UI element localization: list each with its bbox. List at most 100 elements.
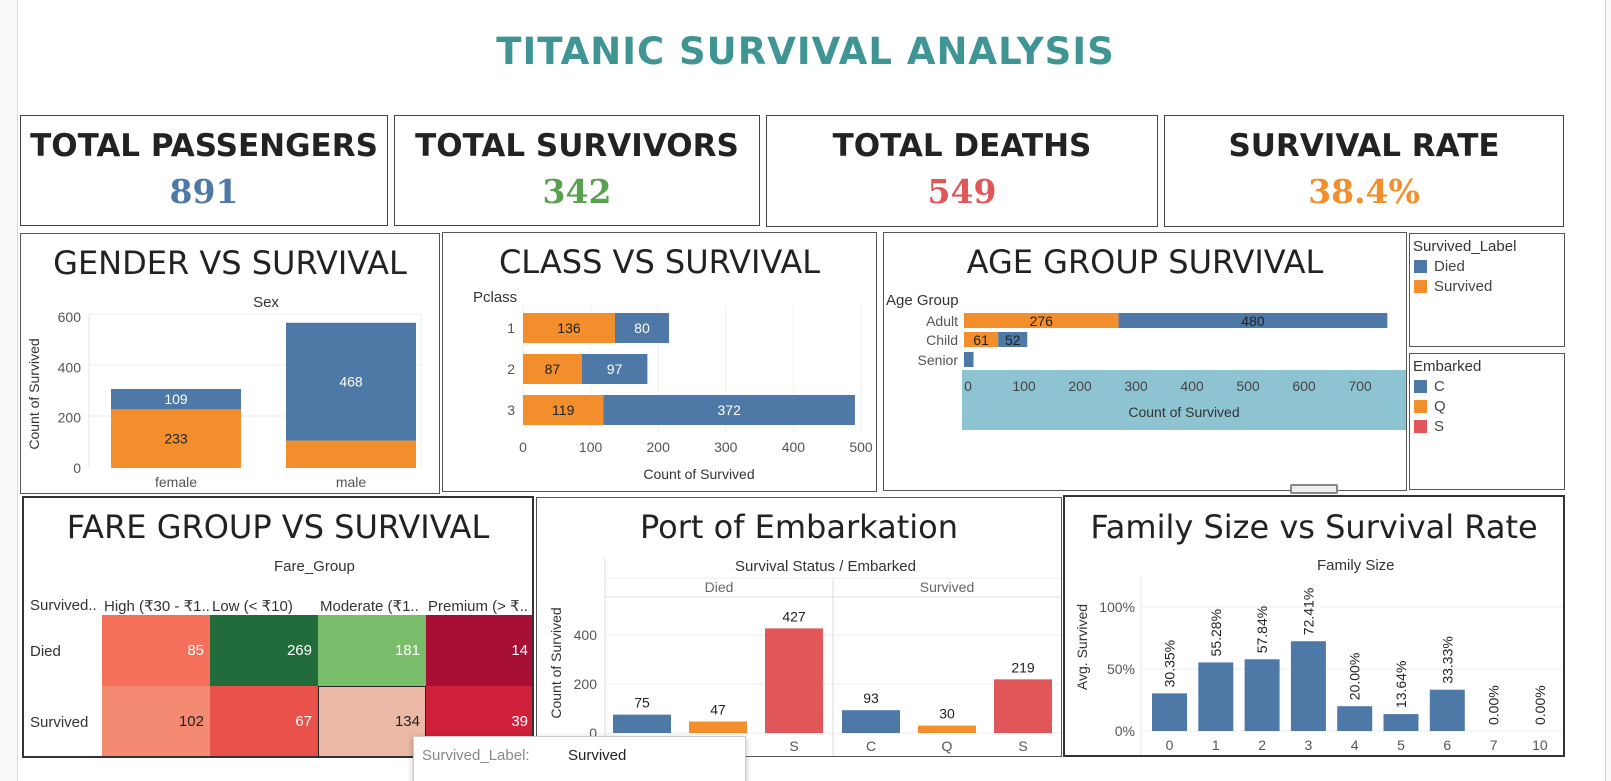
bar-died[interactable] [964, 352, 974, 367]
data-label: 427 [782, 608, 806, 624]
data-label: 75 [634, 695, 650, 711]
legend-title: Embarked [1413, 358, 1482, 375]
x-tick-label: S [1018, 738, 1027, 754]
data-label: 109 [164, 391, 188, 407]
legend-item-q[interactable]: Q [1410, 395, 1564, 415]
bar-died[interactable] [286, 322, 416, 441]
x-tick-label: 500 [1236, 378, 1260, 394]
legend-item-died[interactable]: Died [1410, 255, 1564, 275]
axis-highlight [962, 370, 1406, 430]
kpi-total-survivors: TOTAL SURVIVORS 342 [394, 115, 760, 226]
class-survival-panel[interactable]: CLASS VS SURVIVAL Pclass 0 100 200 300 400 50… [442, 232, 877, 492]
left-edge-strip [0, 0, 18, 781]
port-embarkation-panel[interactable]: Port of Embarkation Survival Status / Em… [536, 497, 1062, 757]
tooltip-value: Survived [568, 747, 627, 764]
y-tick-label: 200 [58, 410, 82, 426]
y-tick-label: 600 [58, 309, 82, 325]
data-label: 136 [557, 320, 581, 336]
bar[interactable] [1244, 659, 1280, 731]
column-header: Premium (> ₹.. [428, 598, 528, 615]
age-chart[interactable]: 0 100 200 300 400 500 600 700 276 480 Adult 61 52 Chi… [884, 233, 1407, 491]
x-tick-label: 400 [782, 439, 806, 455]
legend-item-s[interactable]: S [1410, 415, 1564, 435]
row-label: Died [30, 643, 61, 660]
data-label: 33.33% [1439, 636, 1455, 683]
legend-title: Survived_Label [1413, 238, 1517, 255]
bar-survived[interactable] [111, 409, 241, 468]
bar-died[interactable] [581, 354, 648, 384]
bar-survived[interactable] [523, 395, 604, 425]
bar-survived[interactable] [523, 354, 582, 384]
data-label: 13.64% [1393, 661, 1409, 708]
swatch-icon [1414, 400, 1427, 413]
bar[interactable] [1337, 706, 1373, 731]
bar[interactable] [613, 714, 671, 733]
age-group-survival-panel[interactable]: AGE GROUP SURVIVAL Age Group 0 100 200 300 4… [883, 232, 1407, 491]
legend-label: S [1434, 418, 1445, 435]
heatmap-cell[interactable]: 102 [102, 686, 210, 756]
heatmap-cell[interactable]: 67 [210, 686, 318, 756]
data-label: 233 [164, 431, 188, 447]
data-label: 480 [1241, 313, 1265, 329]
kpi-total-passengers: TOTAL PASSENGERS 891 [20, 115, 388, 226]
panel-title: AGE GROUP SURVIVAL [966, 243, 1324, 281]
bar-survived[interactable] [964, 313, 1119, 328]
legend-item-c[interactable]: C [1410, 375, 1564, 395]
bar[interactable] [1290, 641, 1326, 731]
bar[interactable] [1198, 662, 1234, 731]
gender-chart[interactable]: 0 200 400 600 233 109 female 468 male Count of … [21, 234, 440, 494]
bar[interactable] [1383, 714, 1419, 731]
data-label: 372 [718, 402, 742, 418]
heatmap-cell[interactable]: 85 [102, 615, 210, 686]
x-tick-label: 0 [1166, 737, 1174, 753]
column-header: Low (< ₹10) [212, 598, 293, 615]
survived-label-legend[interactable]: Survived_Label Died Survived [1409, 233, 1565, 347]
resize-handle-icon[interactable] [1290, 484, 1338, 494]
swatch-icon [1414, 260, 1427, 273]
x-tick-label: Q [942, 738, 953, 754]
x-tick-label: C [866, 738, 876, 754]
embarked-legend[interactable]: Embarked C Q S [1409, 353, 1565, 490]
data-label: 219 [1011, 659, 1035, 675]
fare-group-survival-panel[interactable]: FARE GROUP VS SURVIVAL Fare_Group Surviv… [22, 496, 534, 758]
data-label: 276 [1030, 313, 1054, 329]
bar[interactable] [1152, 693, 1187, 731]
bar[interactable] [1429, 689, 1465, 731]
bar[interactable] [994, 679, 1052, 733]
bar-survived[interactable] [286, 440, 416, 468]
heatmap-cell[interactable]: 181 [318, 615, 426, 686]
family-size-panel[interactable]: Family Size vs Survival Rate Family Size… [1063, 495, 1565, 757]
heatmap-cell[interactable]: 134 [318, 686, 426, 756]
bar[interactable] [918, 725, 976, 733]
x-tick-label: 200 [647, 439, 671, 455]
y-tick-label: Senior [918, 352, 959, 368]
bar[interactable] [689, 721, 747, 733]
bar[interactable] [842, 710, 900, 733]
x-axis-label: Count of Survived [643, 466, 754, 482]
kpi-label: TOTAL SURVIVORS [415, 128, 739, 164]
bar[interactable] [765, 628, 823, 733]
bar-died[interactable] [603, 395, 855, 425]
gender-survival-panel[interactable]: GENDER VS SURVIVAL Sex 0 200 400 600 233 109… [20, 233, 440, 494]
swatch-icon [1414, 280, 1427, 293]
bar-died[interactable] [614, 313, 670, 343]
bar-survived[interactable] [523, 313, 615, 343]
heatmap-cell[interactable]: 269 [210, 615, 318, 686]
bar-died[interactable] [998, 332, 1028, 347]
legend-label: C [1434, 378, 1445, 395]
x-tick-label: 100 [1012, 378, 1036, 394]
bar-died[interactable] [1118, 313, 1388, 328]
axis-header: Family Size [1317, 557, 1395, 574]
legend-item-survived[interactable]: Survived [1410, 275, 1564, 295]
axis-header: Fare_Group [274, 558, 355, 575]
data-label: 55.28% [1208, 609, 1224, 656]
bar-died[interactable] [111, 388, 241, 410]
y-tick-label: 1 [507, 320, 515, 336]
family-chart[interactable]: 0% 50% 100% 30.35% 0 55.28% 1 57.84% 2 72.41% 3 20.… [1065, 497, 1565, 757]
x-tick-label: 700 [1348, 378, 1372, 394]
bar-survived[interactable] [964, 332, 999, 347]
heatmap-cell[interactable]: 14 [426, 615, 532, 686]
port-chart[interactable]: 0200400Died75C47Q427SSurvived93C30Q219S … [537, 498, 1062, 757]
right-scrollbar[interactable] [1605, 0, 1611, 781]
class-chart[interactable]: 0 100 200 300 400 500 136 80 1 87 97 2 119 372 3 Coun… [443, 233, 877, 492]
